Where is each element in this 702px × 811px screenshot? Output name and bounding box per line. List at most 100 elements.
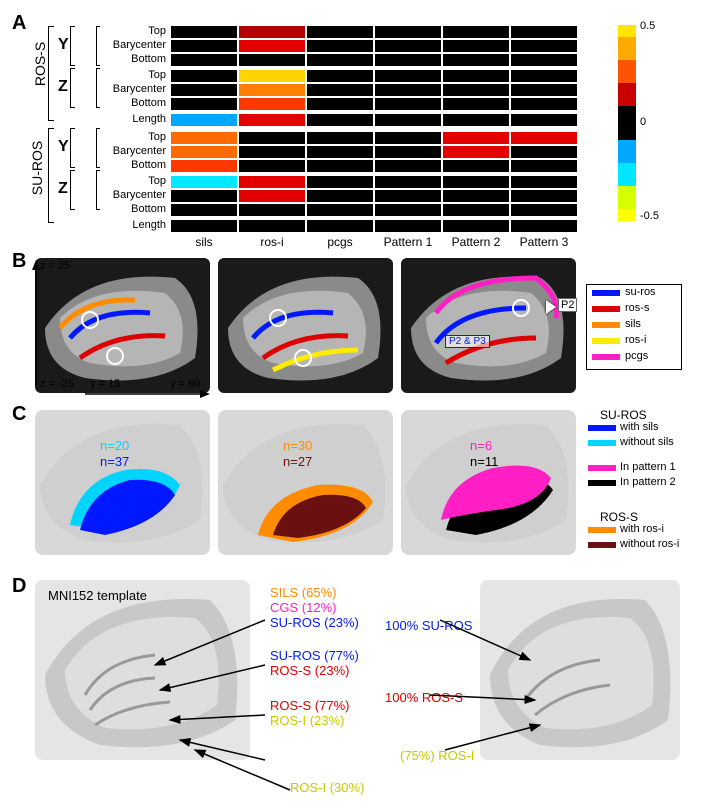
heatmap-cell — [442, 69, 510, 83]
heatmap-cell — [374, 175, 442, 189]
heatmap-cell — [510, 175, 578, 189]
heatmap-cell — [442, 25, 510, 39]
heatmap-cell — [374, 131, 442, 145]
n-27: n=27 — [283, 454, 312, 469]
panel-c-label: C — [12, 403, 26, 426]
heatmap-cell — [510, 219, 578, 233]
heatmap-cell — [238, 113, 306, 127]
bracket-su-ros-z — [70, 170, 75, 210]
d-label: ROS-S (23%) — [270, 663, 349, 678]
n-37: n=37 — [100, 454, 129, 469]
heatmap-cell — [306, 53, 374, 67]
colorbar-seg — [618, 186, 636, 209]
col-label: sils — [170, 235, 238, 249]
colorbar-seg — [618, 25, 636, 37]
heatmap-cell — [510, 145, 578, 159]
row-label: Length — [100, 113, 166, 125]
row-label: Bottom — [100, 53, 166, 65]
heatmap-cell — [238, 53, 306, 67]
heatmap-cell — [306, 219, 374, 233]
heatmap-cell — [510, 131, 578, 145]
colorbar-tick-mid: 0 — [640, 116, 646, 128]
legend-swatch — [588, 440, 616, 446]
axis-ros-s-y: Y — [58, 36, 69, 54]
heatmap-cell — [238, 189, 306, 203]
heatmap-cell — [170, 53, 238, 67]
legend-c-suros-title: SU-ROS — [600, 408, 647, 422]
axis-arrow-z — [30, 260, 42, 390]
d-label: ROS-I (30%) — [290, 780, 364, 795]
heatmap-cell — [442, 219, 510, 233]
bracket-ros-s — [48, 26, 54, 121]
colorbar-seg — [618, 83, 636, 106]
heatmap-cell — [238, 97, 306, 111]
heatmap-cell — [170, 203, 238, 217]
p23-note: P2 & P3 — [445, 335, 490, 348]
axis-su-ros-z: Z — [58, 180, 68, 198]
axis-z-top: z = 25 — [40, 260, 70, 272]
heatmap-cell — [170, 25, 238, 39]
col-label: Pattern 3 — [510, 235, 578, 249]
bracket-su-ros — [48, 128, 54, 223]
d-label: SILS (65%) — [270, 585, 336, 600]
colorbar-tick-bot: -0.5 — [640, 210, 659, 222]
heatmap-cell — [306, 39, 374, 53]
heatmap-cell — [442, 53, 510, 67]
row-bracket — [96, 128, 100, 168]
axis-z-bot: z = -25 — [40, 378, 74, 390]
colorbar-seg — [618, 163, 636, 186]
heatmap-cell — [510, 69, 578, 83]
heatmap-cell — [306, 97, 374, 111]
n-20: n=20 — [100, 438, 129, 453]
heatmap-cell — [306, 145, 374, 159]
legend-c-ross-title: ROS-S — [600, 510, 638, 524]
d-label: (75%) ROS-I — [400, 748, 474, 763]
heatmap-cell — [170, 131, 238, 145]
heatmap-cell — [510, 83, 578, 97]
legend-swatch — [588, 480, 616, 486]
colorbar-tick-top: 0.5 — [640, 20, 655, 32]
p2-arrow — [546, 300, 556, 314]
legend-text: without sils — [620, 436, 674, 448]
heatmap-cell — [442, 175, 510, 189]
axis-su-ros-y: Y — [58, 138, 69, 156]
brain-b3 — [401, 258, 576, 393]
axis-arrow-y — [85, 388, 210, 400]
legend-text: with sils — [620, 421, 659, 433]
heatmap-cell — [442, 145, 510, 159]
heatmap-cell — [306, 131, 374, 145]
legend-text: In pattern 1 — [620, 461, 676, 473]
heatmap-cell — [442, 131, 510, 145]
heatmap-cell — [238, 83, 306, 97]
heatmap-cell — [374, 25, 442, 39]
heatmap-cell — [374, 159, 442, 173]
heatmap-cell — [170, 145, 238, 159]
d-label: ROS-S (77%) — [270, 698, 349, 713]
row-label: Barycenter — [100, 189, 166, 201]
row-label: Top — [100, 69, 166, 81]
heatmap-cell — [170, 175, 238, 189]
panel-b-label: B — [12, 250, 26, 273]
heatmap-cell — [510, 53, 578, 67]
heatmap-cell — [374, 203, 442, 217]
d-label: ROS-I (23%) — [270, 713, 344, 728]
heatmap-cell — [238, 25, 306, 39]
bracket-su-ros-y — [70, 128, 75, 168]
heatmap-cell — [374, 69, 442, 83]
heatmap-cell — [374, 189, 442, 203]
col-label: pcgs — [306, 235, 374, 249]
panel-a-label: A — [12, 12, 26, 35]
row-label: Barycenter — [100, 145, 166, 157]
n-30: n=30 — [283, 438, 312, 453]
heatmap-cell — [306, 25, 374, 39]
group-su-ros: SU-ROS — [29, 141, 45, 195]
heatmap-cell — [510, 97, 578, 111]
row-bracket — [96, 68, 100, 108]
row-label: Top — [100, 25, 166, 37]
heatmap-cell — [442, 189, 510, 203]
colorbar-seg — [618, 106, 636, 140]
legend-swatch — [588, 542, 616, 548]
row-bracket — [96, 170, 100, 210]
heatmap-cell — [306, 83, 374, 97]
heatmap-cell — [442, 83, 510, 97]
